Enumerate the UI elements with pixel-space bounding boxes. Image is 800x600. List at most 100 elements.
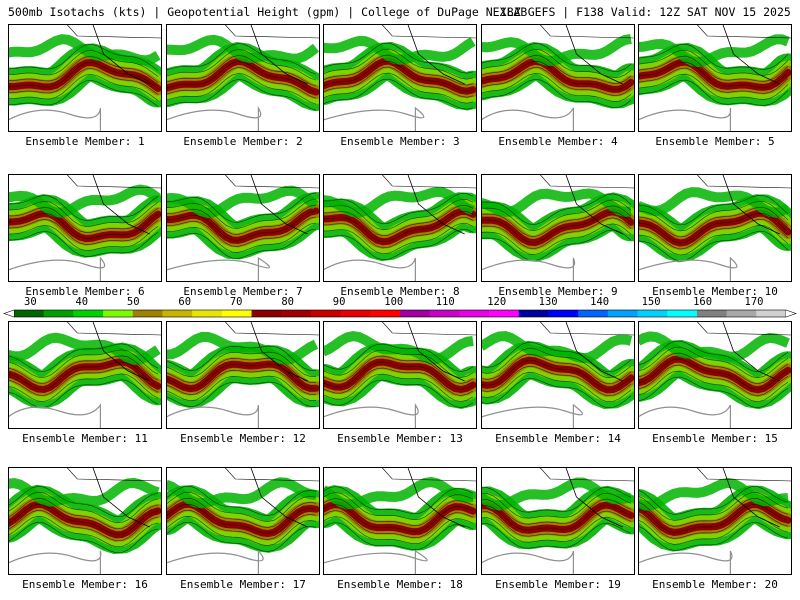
colorbar-tick-label: 60 <box>178 296 192 308</box>
ensemble-map <box>638 24 792 132</box>
colorbar-segment <box>103 310 134 317</box>
colorbar-tick-label: 170 <box>744 296 764 308</box>
colorbar-max-arrow <box>785 309 797 318</box>
ensemble-member-label: Ensemble Member: 13 <box>337 432 463 445</box>
header: 500mb Isotachs (kts) | Geopotential Heig… <box>0 0 800 22</box>
ensemble-member-label: Ensemble Member: 16 <box>22 578 148 591</box>
ensemble-member-panel: Ensemble Member: 2 <box>166 24 320 148</box>
colorbar-segment <box>43 310 74 317</box>
ensemble-map <box>8 174 162 282</box>
colorbar-segment <box>459 310 490 317</box>
ensemble-member-panel: Ensemble Member: 12 <box>166 321 320 445</box>
header-title: 500mb Isotachs (kts) | Geopotential Heig… <box>8 5 528 19</box>
colorbar-min-arrow <box>3 309 15 318</box>
ensemble-member-label: Ensemble Member: 5 <box>655 135 775 148</box>
ensemble-member-panel: Ensemble Member: 19 <box>481 467 635 591</box>
colorbar-tick-label: 80 <box>281 296 294 308</box>
colorbar-segment <box>132 310 163 317</box>
ensemble-member-label: Ensemble Member: 8 <box>340 285 460 298</box>
ensemble-map <box>166 24 320 132</box>
ensemble-map <box>481 24 635 132</box>
ensemble-map <box>8 321 162 429</box>
colorbar-segment <box>221 310 253 317</box>
ensemble-map <box>481 321 635 429</box>
ensemble-map <box>323 321 477 429</box>
colorbar-segment <box>73 310 104 317</box>
colorbar-segment <box>607 310 639 317</box>
colorbar-graphic <box>3 309 797 318</box>
colorbar-tick-label: 140 <box>590 296 610 308</box>
ensemble-member-label: Ensemble Member: 17 <box>180 578 306 591</box>
colorbar-tick-label: 30 <box>24 296 37 308</box>
ensemble-member-label: Ensemble Member: 6 <box>25 285 145 298</box>
ensemble-member-label: Ensemble Member: 9 <box>498 285 618 298</box>
colorbar-segment <box>696 310 728 317</box>
ensemble-member-panel: Ensemble Member: 10 <box>638 174 792 298</box>
colorbar-segment <box>281 310 312 317</box>
ensemble-member-label: Ensemble Member: 1 <box>25 135 145 148</box>
colorbar-segment <box>310 310 342 317</box>
ensemble-member-label: Ensemble Member: 14 <box>495 432 621 445</box>
ensemble-map <box>323 24 477 132</box>
ensemble-map <box>323 467 477 575</box>
ensemble-member-panel: Ensemble Member: 17 <box>166 467 320 591</box>
ensemble-member-label: Ensemble Member: 18 <box>337 578 463 591</box>
ensemble-member-label: Ensemble Member: 3 <box>340 135 460 148</box>
colorbar-segment <box>726 310 757 317</box>
colorbar-segment <box>637 310 668 317</box>
ensemble-map <box>166 321 320 429</box>
ensemble-member-panel: Ensemble Member: 5 <box>638 24 792 148</box>
ensemble-member-panel: Ensemble Member: 15 <box>638 321 792 445</box>
ensemble-map <box>8 24 162 132</box>
ensemble-member-panel: Ensemble Member: 3 <box>323 24 477 148</box>
ensemble-member-label: Ensemble Member: 15 <box>652 432 778 445</box>
colorbar-tick-label: 160 <box>693 296 713 308</box>
colorbar-segment <box>518 310 549 317</box>
colorbar-segment <box>400 310 431 317</box>
colorbar-segment <box>162 310 193 317</box>
ensemble-member-panel: Ensemble Member: 16 <box>8 467 162 591</box>
ensemble-member-panel: Ensemble Member: 6 <box>8 174 162 298</box>
ensemble-member-panel: Ensemble Member: 4 <box>481 24 635 148</box>
ensemble-map <box>166 174 320 282</box>
ensemble-map <box>323 174 477 282</box>
ensemble-member-panel: Ensemble Member: 7 <box>166 174 320 298</box>
colorbar-tick-label: 100 <box>384 296 404 308</box>
ensemble-member-panel: Ensemble Member: 1 <box>8 24 162 148</box>
ensemble-member-label: Ensemble Member: 20 <box>652 578 778 591</box>
colorbar-tick-label: 120 <box>487 296 507 308</box>
ensemble-member-panel: Ensemble Member: 11 <box>8 321 162 445</box>
ensemble-member-label: Ensemble Member: 7 <box>183 285 303 298</box>
ensemble-member-panel: Ensemble Member: 13 <box>323 321 477 445</box>
ensemble-member-label: Ensemble Member: 10 <box>652 285 778 298</box>
colorbar-segment <box>756 310 787 317</box>
ensemble-map <box>481 174 635 282</box>
ensemble-member-panel: Ensemble Member: 18 <box>323 467 477 591</box>
ensemble-map <box>8 467 162 575</box>
colorbar-segment <box>667 310 698 317</box>
colorbar-tick-label: 130 <box>538 296 558 308</box>
ensemble-member-label: Ensemble Member: 4 <box>498 135 618 148</box>
ensemble-map <box>638 321 792 429</box>
colorbar-tick-label: 150 <box>641 296 661 308</box>
ensemble-map <box>166 467 320 575</box>
ensemble-member-panel: Ensemble Member: 9 <box>481 174 635 298</box>
colorbar-segment <box>429 310 460 317</box>
colorbar-segment <box>192 310 223 317</box>
colorbar-segment <box>14 310 45 317</box>
colorbar-tick-label: 70 <box>229 296 243 308</box>
ensemble-member-label: Ensemble Member: 19 <box>495 578 621 591</box>
colorbar-tick-label: 40 <box>75 296 89 308</box>
isotach-colorbar: 30 40 50 60 70 80 90 100 110 120 130 140 150 160 170 <box>0 296 800 318</box>
ensemble-member-label: Ensemble Member: 12 <box>180 432 306 445</box>
colorbar-segment <box>548 310 579 317</box>
ensemble-map <box>481 467 635 575</box>
ensemble-map <box>638 467 792 575</box>
colorbar-segment <box>489 310 520 317</box>
ensemble-member-panel: Ensemble Member: 20 <box>638 467 792 591</box>
colorbar-segment <box>370 310 401 317</box>
ensemble-member-label: Ensemble Member: 2 <box>183 135 303 148</box>
ensemble-member-panel: Ensemble Member: 8 <box>323 174 477 298</box>
colorbar-tick-label: 110 <box>435 296 455 308</box>
ensemble-map <box>638 174 792 282</box>
